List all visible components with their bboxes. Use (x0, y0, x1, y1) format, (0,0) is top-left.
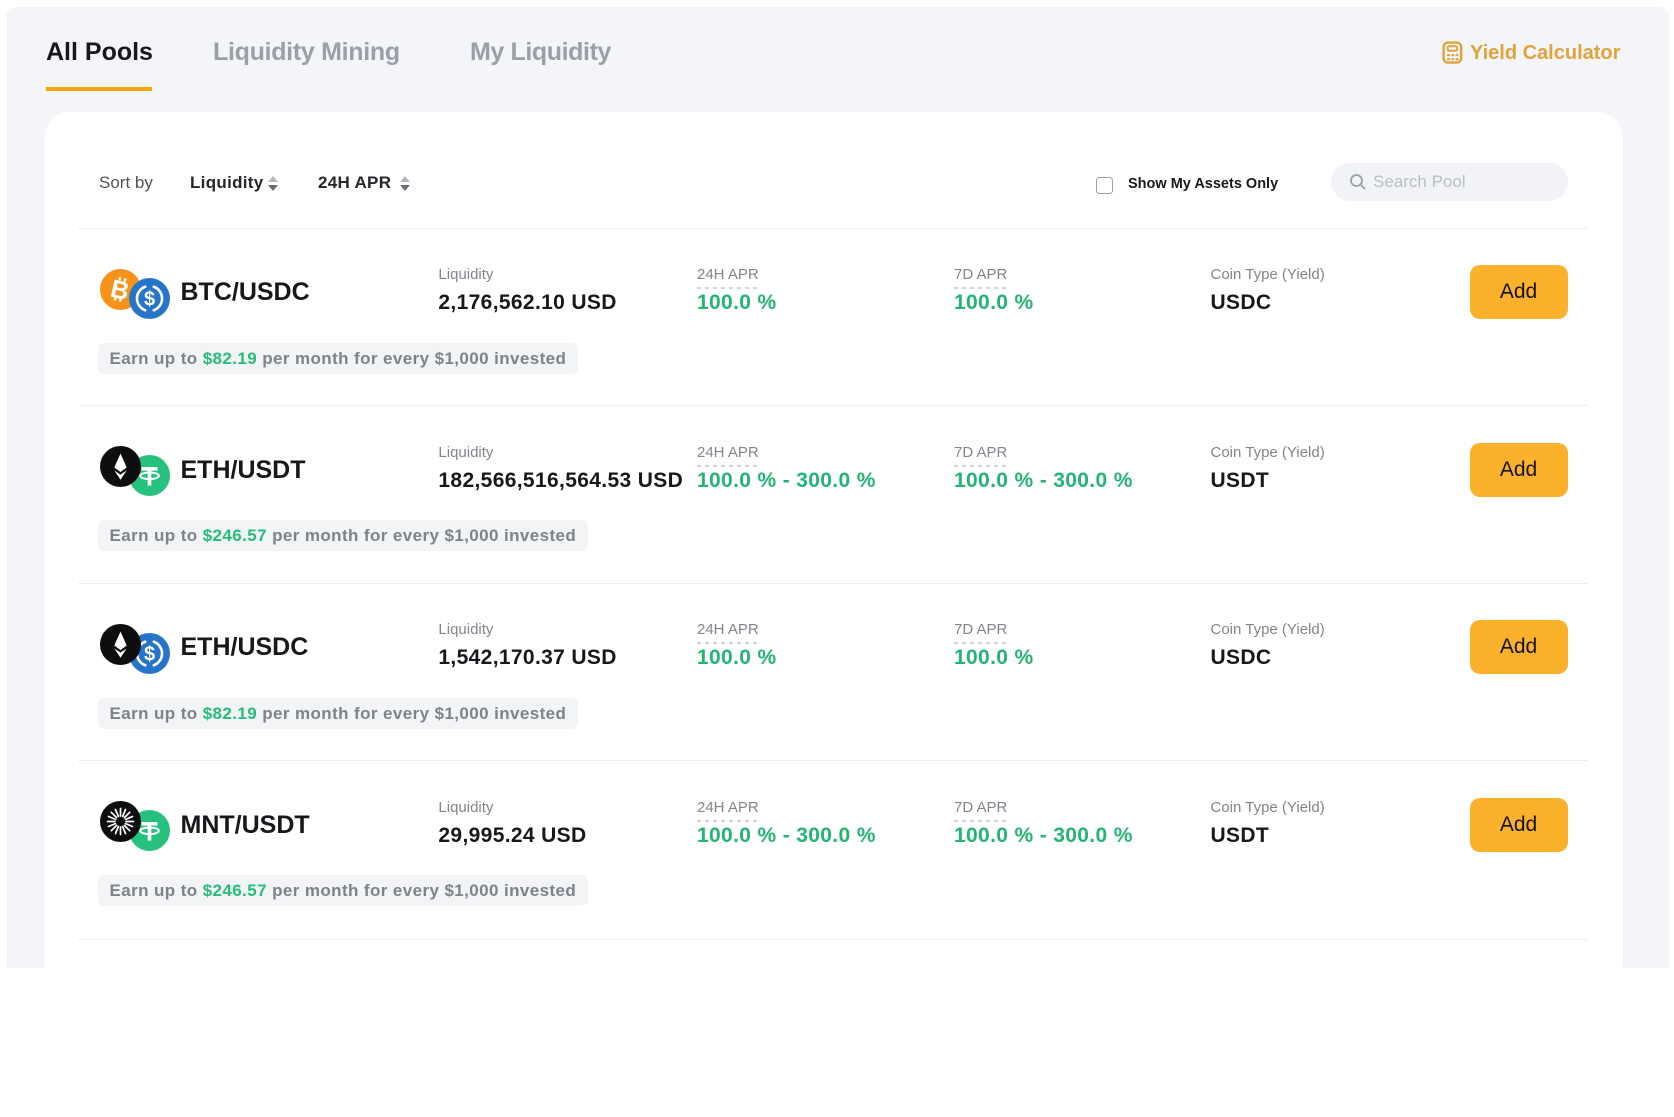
svg-text:$: $ (144, 643, 155, 665)
svg-text:$: $ (144, 288, 155, 310)
svg-text:B: B (108, 274, 132, 305)
